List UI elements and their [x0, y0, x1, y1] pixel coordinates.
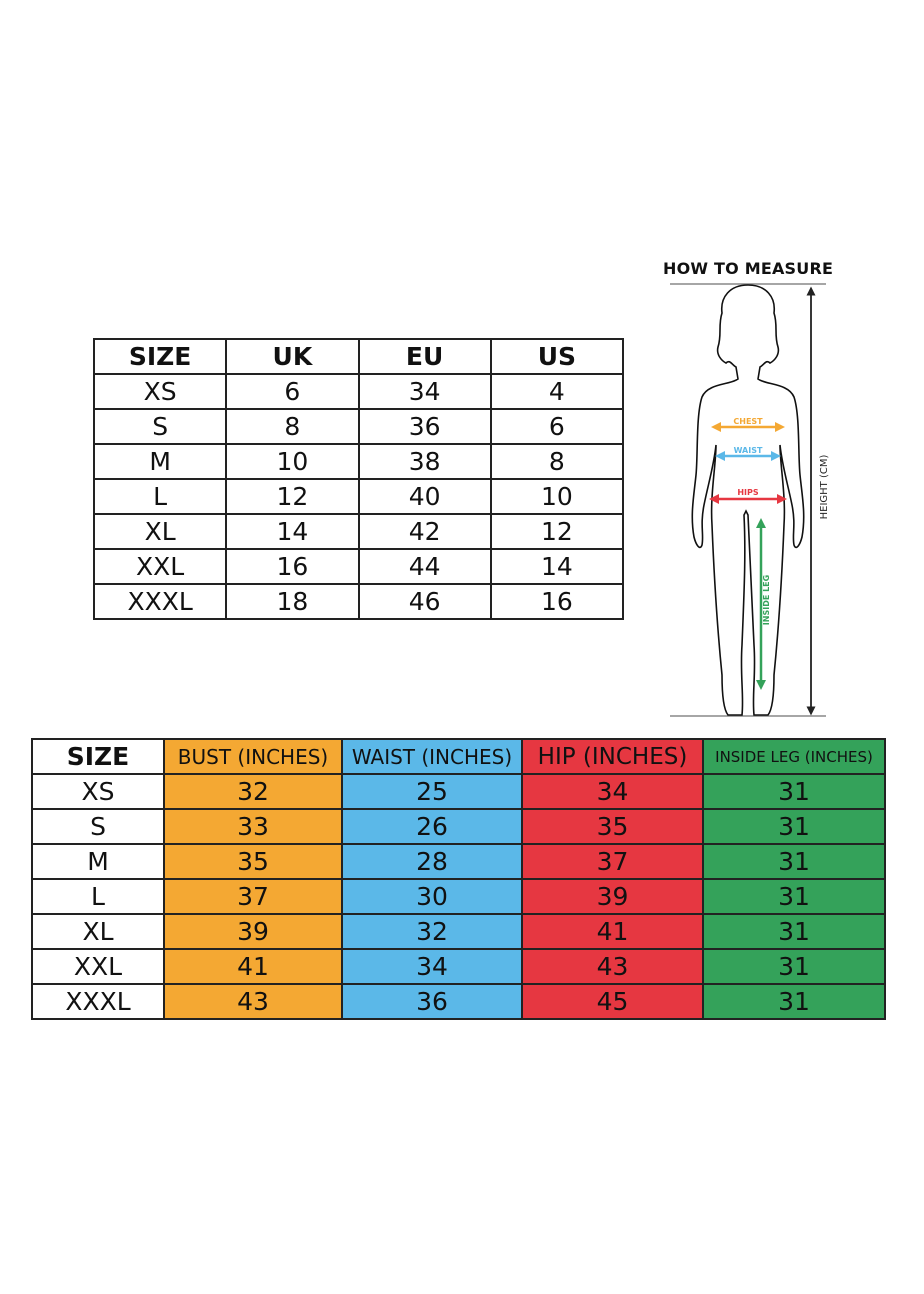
table-cell: 4: [489, 373, 625, 410]
table-cell: 41: [163, 948, 343, 985]
table-cell: 36: [341, 983, 523, 1020]
table-cell: 12: [225, 478, 360, 515]
table-cell: 37: [521, 843, 704, 880]
table-cell: 10: [489, 478, 625, 515]
table-cell: 37: [163, 878, 343, 915]
column-header: EU: [357, 338, 492, 375]
table-cell: 8: [489, 443, 625, 480]
table-cell: 45: [521, 983, 704, 1020]
column-header: INSIDE LEG (INCHES): [702, 738, 886, 775]
table-cell: 16: [225, 548, 360, 585]
column-header: UK: [225, 338, 360, 375]
table-cell: 41: [521, 913, 704, 950]
body-measurement-figure: CHEST WAIST HIPS INSIDE LEG HEIGHT (CM): [670, 283, 830, 717]
table-cell: 34: [341, 948, 523, 985]
how-to-measure-title: HOW TO MEASURE: [663, 259, 834, 278]
table-cell: L: [31, 878, 165, 915]
table-row: L 37 30 39 31: [31, 878, 886, 915]
column-header: US: [489, 338, 625, 375]
table-cell: 31: [702, 773, 886, 810]
table-row: S 33 26 35 31: [31, 808, 886, 845]
table-cell: 8: [225, 408, 360, 445]
size-conversion-table: SIZE UK EU US XS 6 34 4 S 8 36 6 M 10 38 8 L 12 40 10 XL 14 4…: [92, 338, 625, 620]
table-cell: 39: [163, 913, 343, 950]
table-cell: 10: [225, 443, 360, 480]
table-header-row: SIZE UK EU US: [92, 338, 625, 375]
table-cell: XXXL: [92, 583, 228, 620]
table-cell: XXL: [31, 948, 165, 985]
table-cell: 14: [489, 548, 625, 585]
table-cell: 42: [357, 513, 492, 550]
table-row: XXL 41 34 43 31: [31, 948, 886, 985]
table-cell: 32: [341, 913, 523, 950]
table-cell: 44: [357, 548, 492, 585]
table-cell: 33: [163, 808, 343, 845]
table-row: XS 6 34 4: [92, 373, 625, 410]
inside-leg-label: INSIDE LEG: [762, 575, 771, 625]
table-cell: 6: [489, 408, 625, 445]
hips-label: HIPS: [737, 488, 759, 497]
table-cell: 12: [489, 513, 625, 550]
table-cell: M: [92, 443, 228, 480]
table-row: M 10 38 8: [92, 443, 625, 480]
table-cell: 31: [702, 843, 886, 880]
table-cell: 43: [521, 948, 704, 985]
table-cell: 28: [341, 843, 523, 880]
table-row: XXL 16 44 14: [92, 548, 625, 585]
body-measurement-table: SIZE BUST (INCHES) WAIST (INCHES) HIP (INCH…: [31, 738, 886, 1020]
table-cell: S: [92, 408, 228, 445]
table-cell: 31: [702, 983, 886, 1020]
body-silhouette: [691, 284, 805, 716]
table-cell: 31: [702, 808, 886, 845]
height-label: HEIGHT (CM): [819, 455, 830, 520]
table-cell: 32: [163, 773, 343, 810]
table-cell: 34: [521, 773, 704, 810]
table-cell: 38: [357, 443, 492, 480]
table-cell: 40: [357, 478, 492, 515]
column-header: BUST (INCHES): [163, 738, 343, 775]
table-cell: L: [92, 478, 228, 515]
table-row: XXXL 43 36 45 31: [31, 983, 886, 1020]
table-cell: XS: [92, 373, 228, 410]
table-row: XS 32 25 34 31: [31, 773, 886, 810]
table-row: XXXL 18 46 16: [92, 583, 625, 620]
column-header: WAIST (INCHES): [341, 738, 523, 775]
table-row: XL 39 32 41 31: [31, 913, 886, 950]
table-row: S 8 36 6: [92, 408, 625, 445]
table-cell: XL: [31, 913, 165, 950]
column-header: SIZE: [31, 738, 165, 775]
table-cell: 31: [702, 878, 886, 915]
column-header: HIP (INCHES): [521, 738, 704, 775]
table-header-row: SIZE BUST (INCHES) WAIST (INCHES) HIP (INCH…: [31, 738, 886, 775]
table-cell: 39: [521, 878, 704, 915]
table-cell: XS: [31, 773, 165, 810]
table-cell: 35: [521, 808, 704, 845]
table-cell: 43: [163, 983, 343, 1020]
table-cell: 25: [341, 773, 523, 810]
waist-label: WAIST: [734, 446, 763, 455]
table-cell: XXL: [92, 548, 228, 585]
table-cell: 46: [357, 583, 492, 620]
table-cell: 26: [341, 808, 523, 845]
table-row: L 12 40 10: [92, 478, 625, 515]
table-cell: 30: [341, 878, 523, 915]
table-cell: XXXL: [31, 983, 165, 1020]
table-cell: 31: [702, 913, 886, 950]
table-cell: S: [31, 808, 165, 845]
table-cell: XL: [92, 513, 228, 550]
column-header: SIZE: [92, 338, 228, 375]
table-cell: 36: [357, 408, 492, 445]
table-cell: 34: [357, 373, 492, 410]
table-row: XL 14 42 12: [92, 513, 625, 550]
table-cell: 31: [702, 948, 886, 985]
chest-label: CHEST: [733, 417, 763, 426]
table-cell: 35: [163, 843, 343, 880]
table-cell: 16: [489, 583, 625, 620]
table-cell: M: [31, 843, 165, 880]
table-cell: 18: [225, 583, 360, 620]
table-row: M 35 28 37 31: [31, 843, 886, 880]
table-cell: 6: [225, 373, 360, 410]
table-cell: 14: [225, 513, 360, 550]
